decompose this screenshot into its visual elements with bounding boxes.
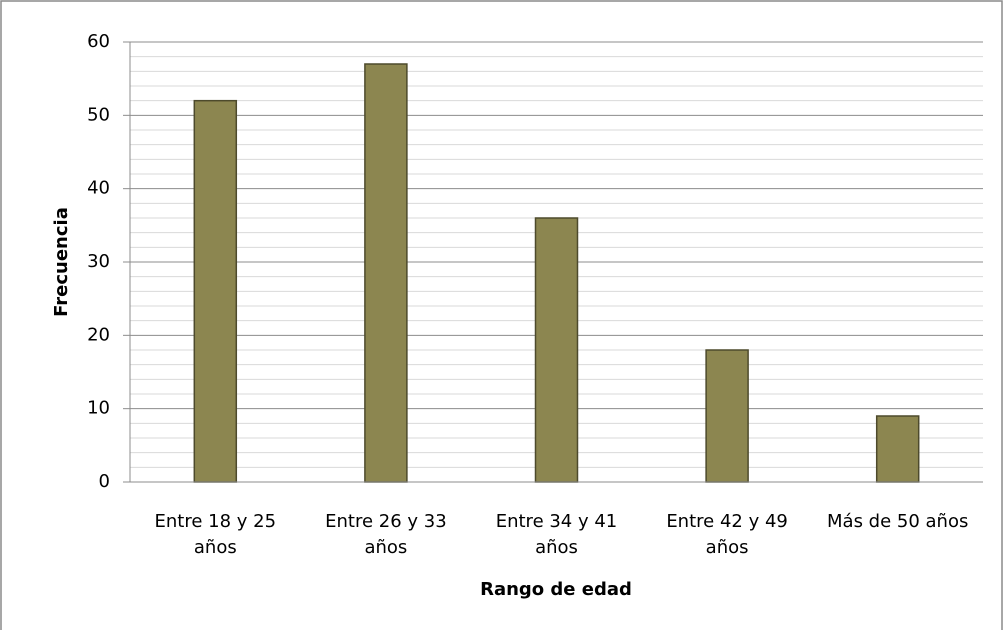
bar xyxy=(193,99,238,483)
bar xyxy=(875,415,920,483)
y-tick-label: 40 xyxy=(87,178,110,199)
y-tick-label: 30 xyxy=(87,251,110,272)
bar xyxy=(705,349,749,483)
x-tick-label: Entre 26 y 33 años xyxy=(325,511,447,558)
y-tick-label: 60 xyxy=(87,31,110,52)
x-tick-label: Entre 34 y 41 años xyxy=(495,511,618,558)
x-tick-label: Entre 18 y 25 años xyxy=(154,511,277,558)
x-tick-label: Más de 50 años xyxy=(827,511,969,532)
y-tick-label: 0 xyxy=(99,471,110,492)
y-tick-label: 50 xyxy=(87,104,110,125)
bar xyxy=(534,217,579,483)
y-tick-label: 10 xyxy=(87,398,110,419)
bar xyxy=(364,63,408,483)
x-axis-title: Rango de edad xyxy=(480,579,632,600)
y-tick-label: 20 xyxy=(87,324,110,345)
y-axis-title: Frecuencia xyxy=(51,207,72,317)
x-tick-label: Entre 42 y 49 años xyxy=(666,511,788,558)
